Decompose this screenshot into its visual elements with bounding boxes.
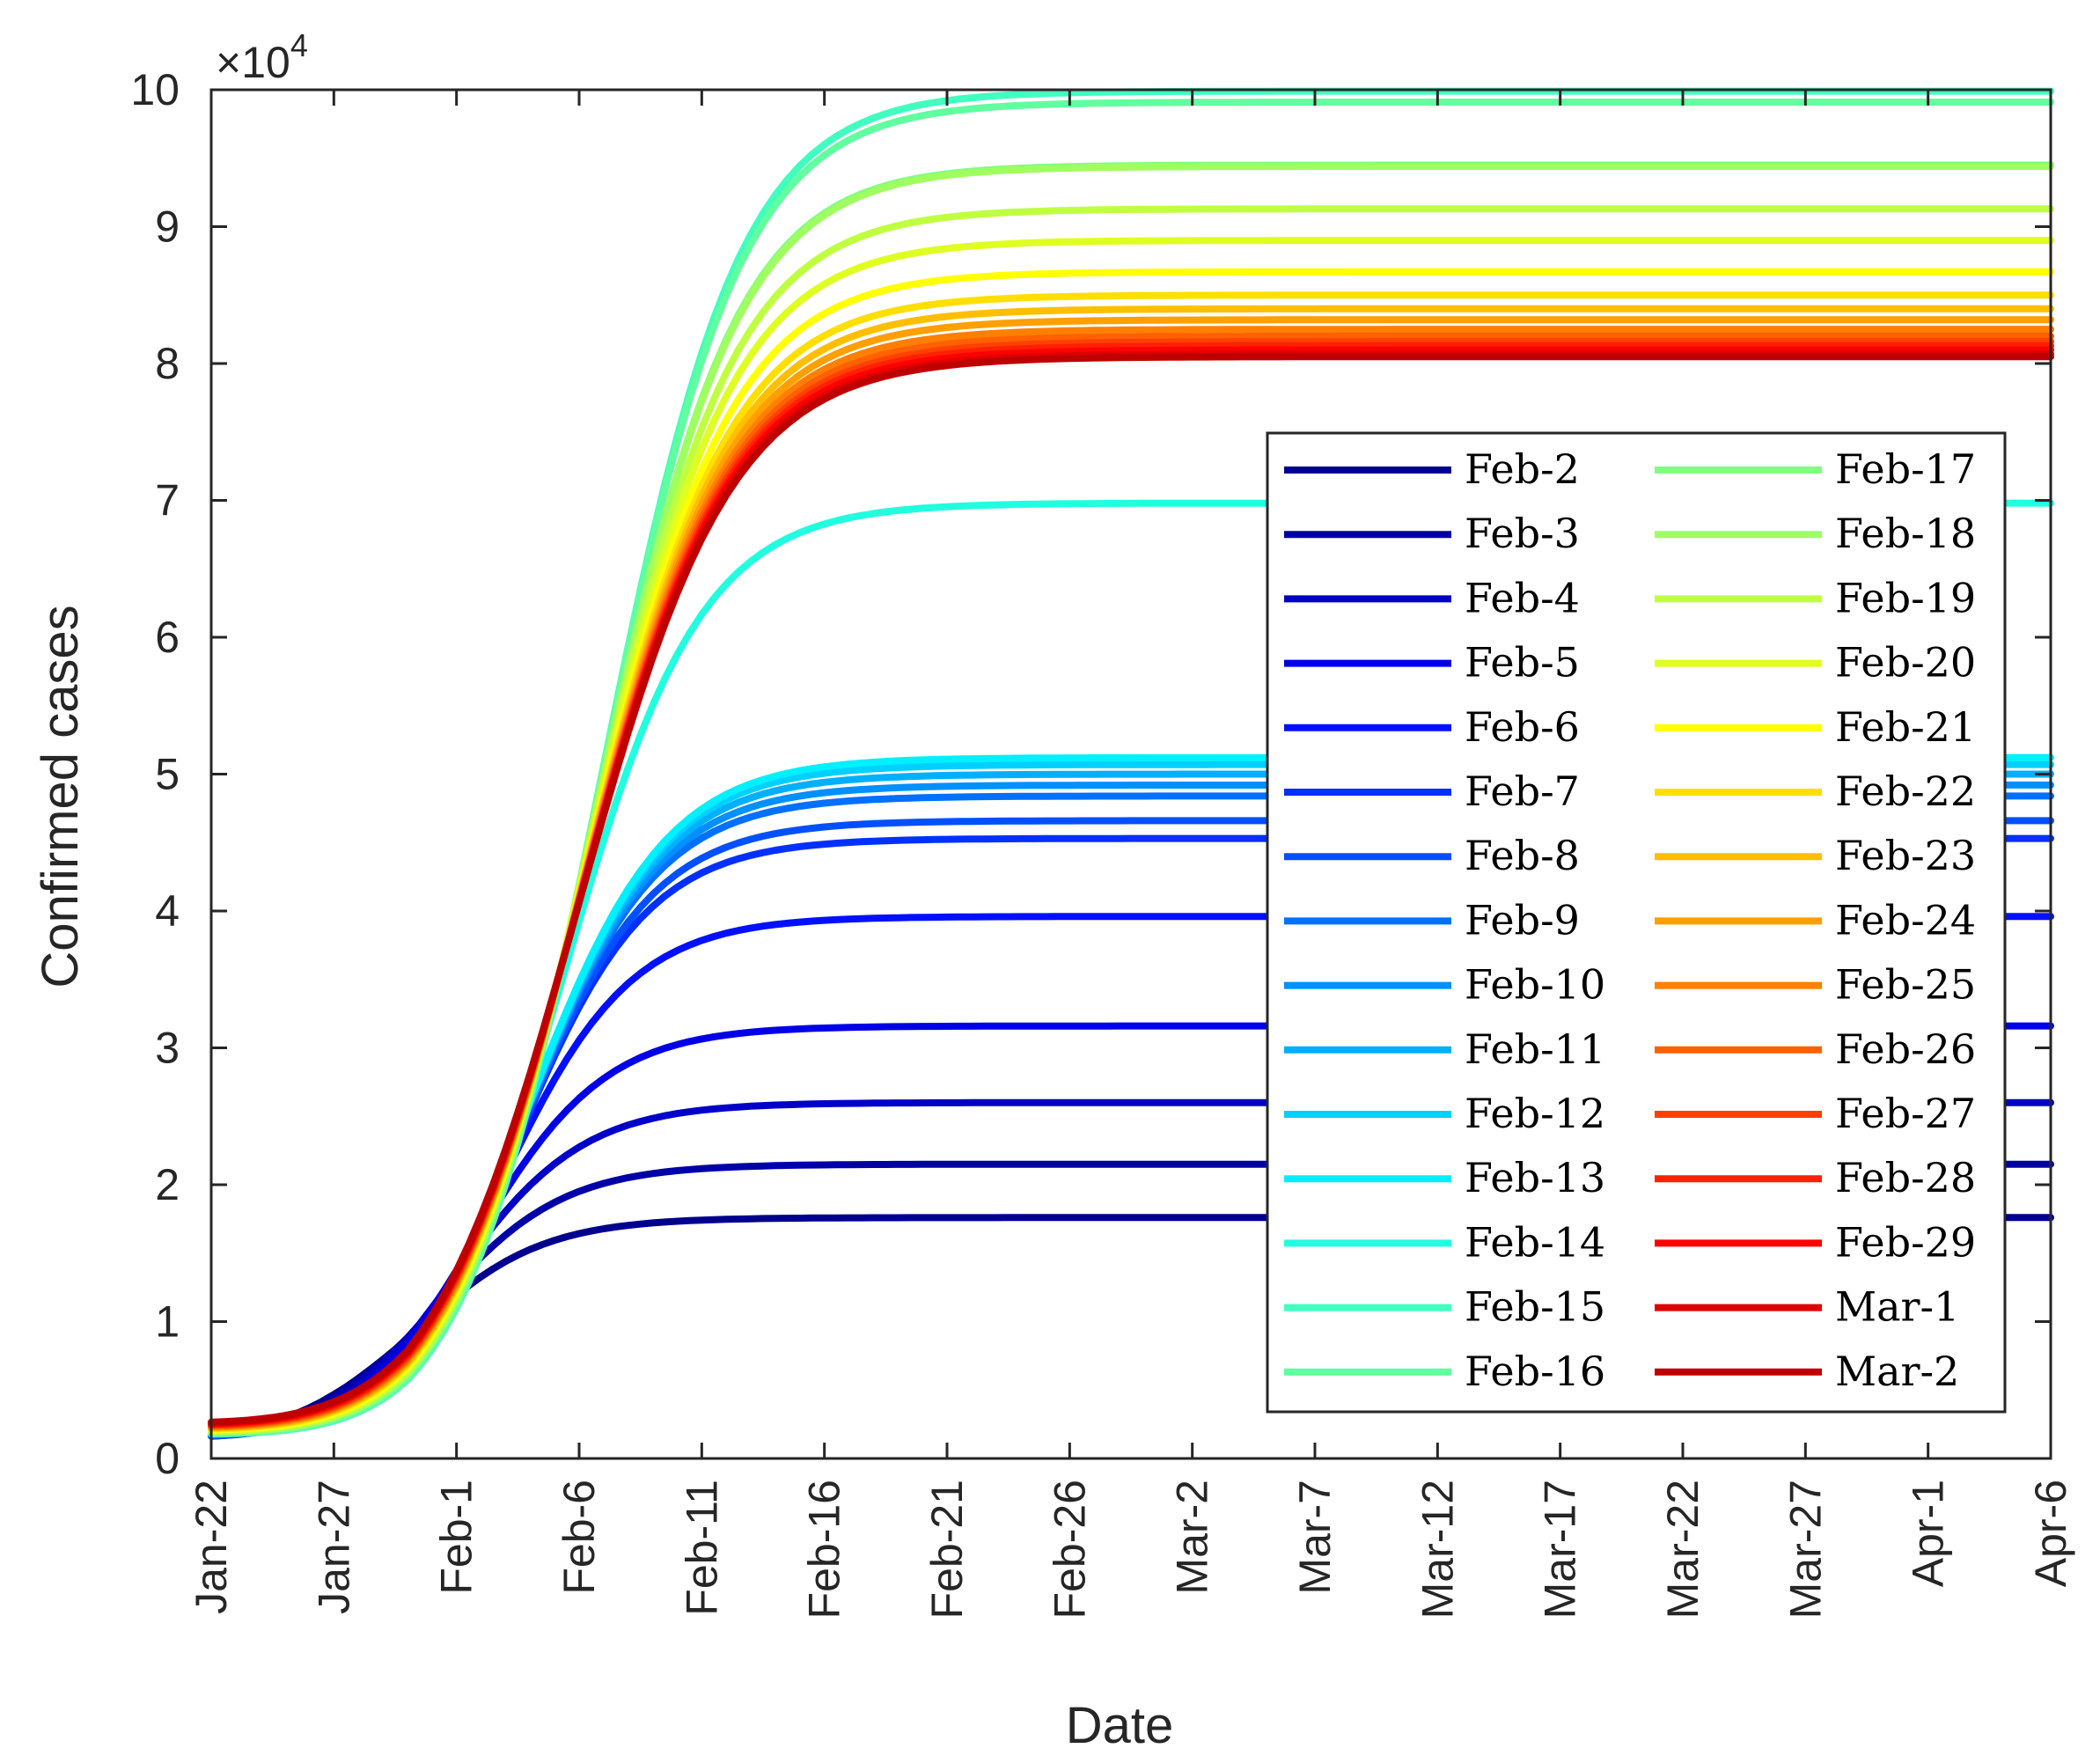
y-exponent-base: ×10 xyxy=(216,38,290,87)
x-tick-label: Apr-6 xyxy=(2026,1480,2075,1587)
y-tick-label: 5 xyxy=(155,750,180,799)
y-tick-label: 9 xyxy=(155,202,180,252)
legend-label: Feb-11 xyxy=(1465,1025,1605,1073)
y-tick-labels: 0 1 2 3 4 5 6 7 8 9 10 xyxy=(130,65,180,1483)
legend-label: Feb-4 xyxy=(1465,574,1580,621)
x-tick-labels: Jan-22 Jan-27 Feb-1 Feb-6 Feb-11 Feb-16 Feb-21… xyxy=(187,1480,2075,1619)
legend-label: Feb-16 xyxy=(1465,1348,1605,1395)
legend-label: Feb-23 xyxy=(1835,832,1976,879)
y-exponent-power: 4 xyxy=(290,27,308,63)
x-tick-label: Jan-27 xyxy=(309,1480,358,1614)
legend-label: Feb-12 xyxy=(1465,1090,1605,1137)
legend-label: Feb-9 xyxy=(1465,896,1580,944)
x-tick-label: Apr-1 xyxy=(1904,1480,1953,1587)
legend-label: Feb-19 xyxy=(1835,574,1976,621)
x-tick-label: Feb-6 xyxy=(554,1480,604,1595)
y-exponent-label: ×104 xyxy=(216,27,308,87)
legend-label: Feb-26 xyxy=(1835,1025,1976,1073)
legend-items: Feb-2 Feb-3 Feb-4 Feb-5 Feb-6 Feb-7 Feb-8 Feb-9… xyxy=(1284,445,1976,1395)
x-tick-label: Feb-21 xyxy=(922,1480,972,1619)
y-tick-label: 7 xyxy=(155,476,180,525)
y-tick-label: 10 xyxy=(130,65,180,114)
y-tick-label: 3 xyxy=(155,1024,180,1073)
x-tick-label: Feb-11 xyxy=(677,1480,726,1616)
legend-label: Feb-14 xyxy=(1465,1218,1605,1266)
x-tick-label: Mar-22 xyxy=(1658,1480,1707,1619)
x-tick-label: Feb-26 xyxy=(1045,1480,1094,1619)
legend-label: Feb-13 xyxy=(1465,1154,1605,1201)
legend-label: Feb-28 xyxy=(1835,1154,1976,1201)
x-tick-label: Mar-2 xyxy=(1168,1480,1217,1595)
legend-label: Feb-6 xyxy=(1465,703,1580,751)
x-tick-label: Jan-22 xyxy=(187,1480,236,1614)
legend-label: Feb-17 xyxy=(1835,445,1976,493)
y-tick-label: 1 xyxy=(155,1297,180,1347)
legend-label: Feb-20 xyxy=(1835,639,1976,687)
x-tick-label: Feb-1 xyxy=(432,1480,481,1595)
legend-label: Feb-18 xyxy=(1835,510,1976,557)
x-tick-label: Mar-27 xyxy=(1781,1480,1830,1619)
legend-label: Feb-29 xyxy=(1835,1218,1976,1266)
legend-label: Mar-1 xyxy=(1835,1283,1959,1331)
legend-label: Feb-3 xyxy=(1465,510,1580,557)
legend-label: Feb-22 xyxy=(1835,768,1976,815)
legend-label: Feb-7 xyxy=(1465,768,1580,815)
x-tick-label: Mar-7 xyxy=(1290,1480,1340,1595)
x-tick-label: Feb-16 xyxy=(800,1480,849,1619)
series-line-mar-2 xyxy=(208,353,2054,1426)
legend-label: Feb-15 xyxy=(1465,1283,1605,1331)
legend-label: Feb-24 xyxy=(1835,896,1976,944)
legend-label: Feb-5 xyxy=(1465,639,1580,687)
legend-label: Feb-2 xyxy=(1465,445,1580,493)
y-tick-label: 0 xyxy=(155,1434,180,1483)
y-axis-label: Confirmed cases xyxy=(32,605,89,988)
legend-label: Feb-8 xyxy=(1465,832,1580,879)
y-tick-label: 4 xyxy=(155,886,180,936)
legend-label: Feb-10 xyxy=(1465,961,1605,1009)
legend-label: Mar-2 xyxy=(1835,1348,1959,1395)
legend-label: Feb-27 xyxy=(1835,1090,1976,1137)
y-tick-label: 8 xyxy=(155,339,180,388)
legend-label: Feb-25 xyxy=(1835,961,1976,1009)
y-tick-label: 2 xyxy=(155,1160,180,1209)
axis-ticks xyxy=(209,88,2052,1460)
x-tick-label: Mar-17 xyxy=(1536,1480,1585,1619)
x-tick-label: Mar-12 xyxy=(1413,1480,1462,1619)
y-tick-label: 6 xyxy=(155,613,180,662)
legend-label: Feb-21 xyxy=(1835,703,1976,751)
legend: Feb-2 Feb-3 Feb-4 Feb-5 Feb-6 Feb-7 Feb-8 Feb-9… xyxy=(1266,431,2007,1414)
x-axis-label: Date xyxy=(1066,1697,1174,1754)
